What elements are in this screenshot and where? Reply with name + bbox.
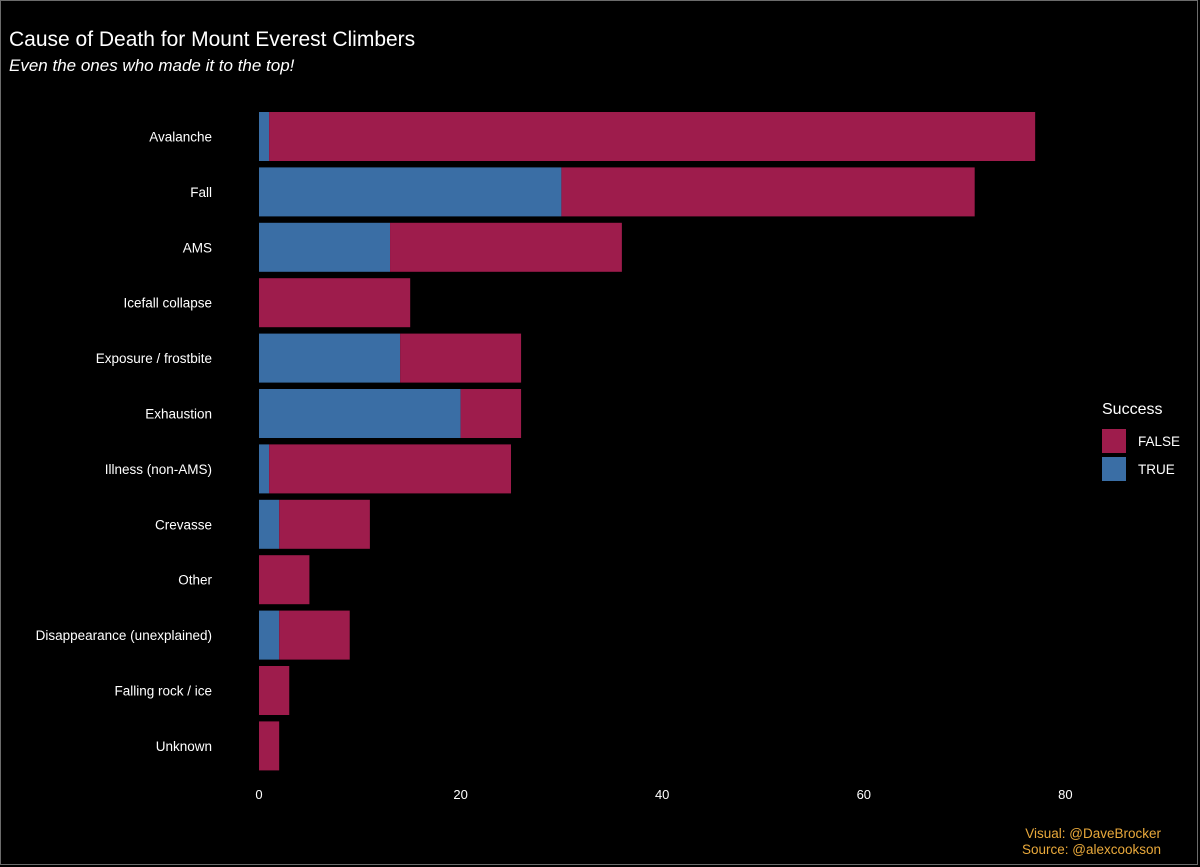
legend-swatch-true <box>1102 457 1126 481</box>
bar-true-fall <box>259 167 562 217</box>
category-label-fall: Fall <box>190 185 212 200</box>
category-label-exhaustion: Exhaustion <box>145 407 212 422</box>
category-label-avalanche: Avalanche <box>149 130 212 145</box>
bar-false-illness-non-ams <box>269 444 511 494</box>
x-axis-ticks: 0 20 40 60 80 <box>255 787 1072 802</box>
chart-title: Cause of Death for Mount Everest Climber… <box>9 28 416 51</box>
x-tick-label-60: 60 <box>857 787 871 802</box>
bar-false-exhaustion <box>460 389 522 438</box>
category-label-icefall-collapse: Icefall collapse <box>123 296 212 311</box>
category-label-other: Other <box>178 573 212 588</box>
category-label-unknown: Unknown <box>156 739 212 754</box>
legend-label-true: TRUE <box>1138 461 1175 477</box>
bar-false-fall <box>561 167 975 217</box>
category-label-exposure-frostbite: Exposure / frostbite <box>96 351 212 366</box>
category-labels: Avalanche Fall AMS Icefall collapse Exposure… <box>36 130 213 754</box>
bar-false-ams <box>390 222 622 272</box>
bar-false-disappearance-unexplained <box>279 610 350 660</box>
category-label-disappearance-unexplained: Disappearance (unexplained) <box>36 628 212 643</box>
bar-true-disappearance-unexplained <box>259 610 280 660</box>
caption-source: Source: @alexcookson <box>1021 842 1161 857</box>
x-tick-label-80: 80 <box>1058 787 1072 802</box>
bar-false-avalanche <box>269 112 1036 161</box>
x-tick-label-20: 20 <box>453 787 467 802</box>
bar-false-falling-rock-ice <box>259 666 290 715</box>
legend-label-false: FALSE <box>1138 433 1181 449</box>
legend-item-true: TRUE <box>1102 455 1180 483</box>
bar-true-exposure-frostbite <box>259 333 401 383</box>
chart-subtitle: Even the ones who made it to the top! <box>9 56 295 75</box>
legend: Success FALSE TRUE <box>1102 401 1180 483</box>
caption-visual: Visual: @DaveBrocker <box>1025 826 1161 841</box>
bar-true-avalanche <box>259 112 270 161</box>
category-label-falling-rock-ice: Falling rock / ice <box>114 684 212 699</box>
x-tick-label-0: 0 <box>255 787 262 802</box>
bar-false-exposure-frostbite <box>400 333 522 383</box>
legend-item-false: FALSE <box>1102 427 1180 455</box>
bar-false-unknown <box>259 721 280 771</box>
caption: Visual: @DaveBrocker Source: @alexcookso… <box>1022 826 1161 858</box>
legend-title: Success <box>1102 401 1163 418</box>
legend-swatch-false <box>1102 429 1126 453</box>
category-label-illness-non-ams: Illness (non-AMS) <box>105 462 212 477</box>
x-tick-label-40: 40 <box>655 787 669 802</box>
bar-true-crevasse <box>259 499 280 549</box>
bars-group <box>259 112 1036 771</box>
bar-true-ams <box>259 222 391 272</box>
bar-false-icefall-collapse <box>259 278 411 328</box>
category-label-ams: AMS <box>183 240 212 255</box>
bar-true-exhaustion <box>259 389 461 438</box>
category-label-crevasse: Crevasse <box>155 517 212 532</box>
bar-false-other <box>259 555 310 605</box>
bar-false-crevasse <box>279 499 370 549</box>
bar-true-illness-non-ams <box>259 444 270 494</box>
